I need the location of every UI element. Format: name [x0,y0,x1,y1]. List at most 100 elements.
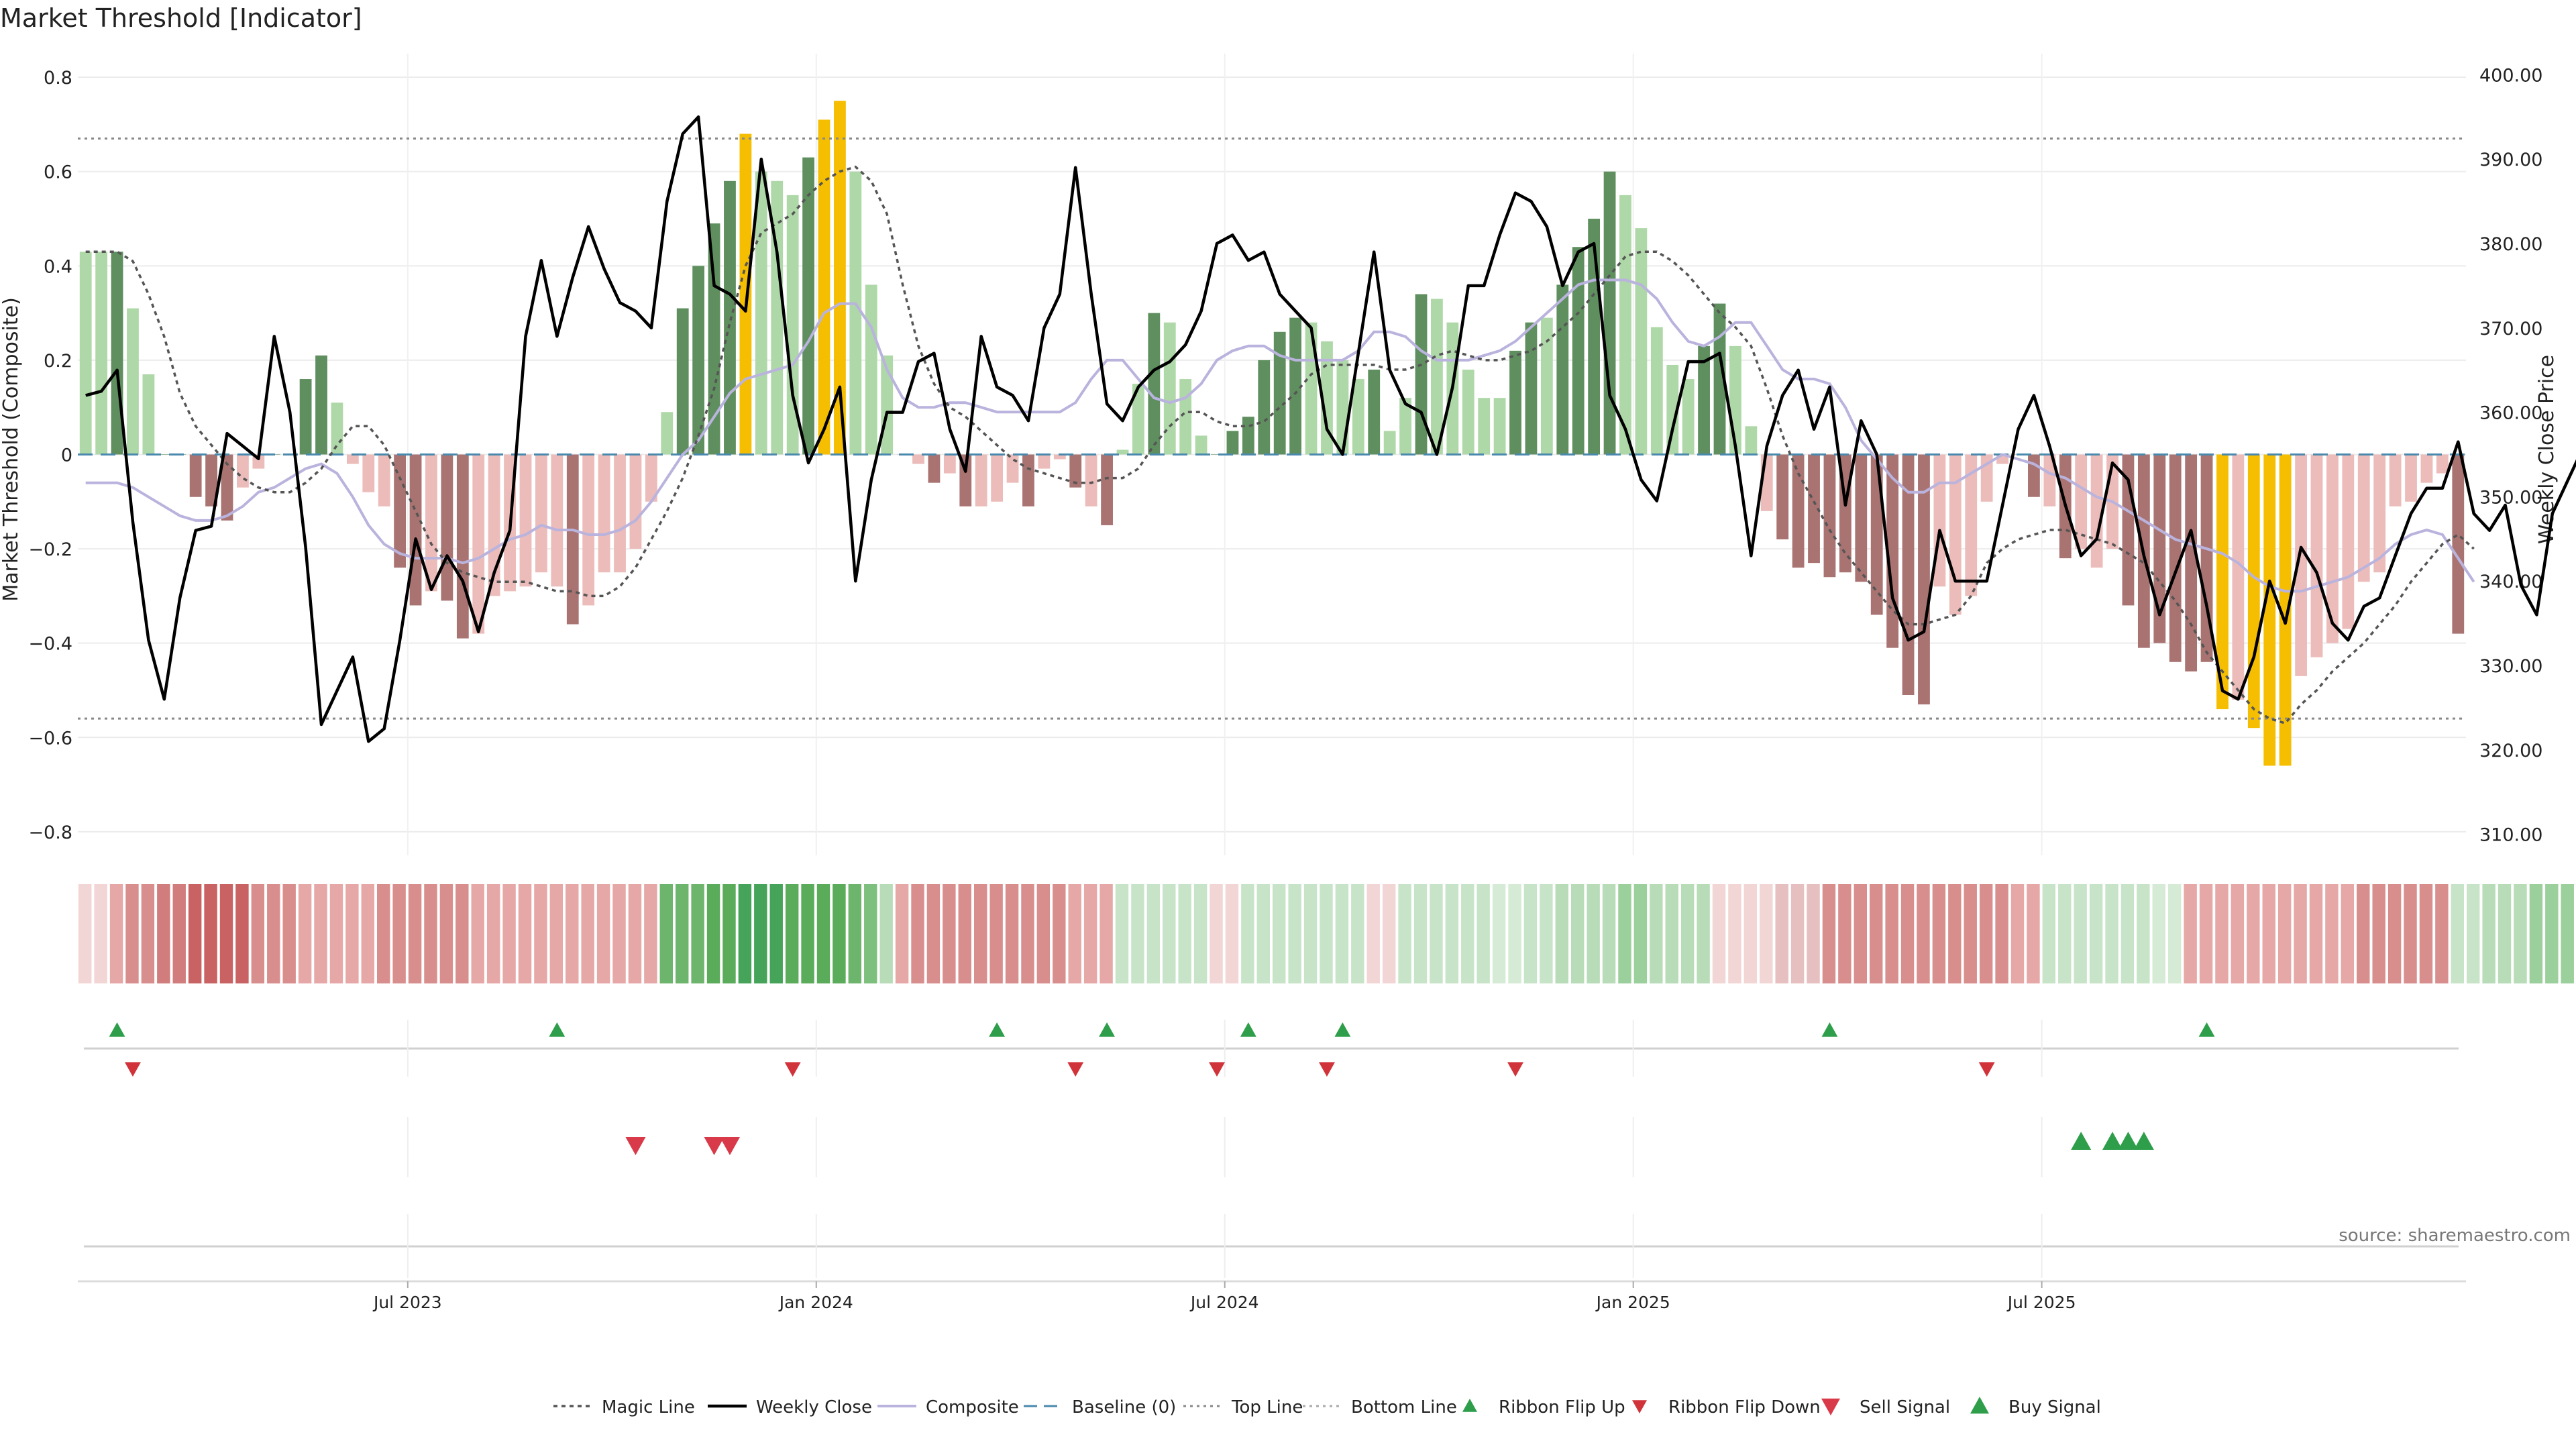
ribbon-cell [2042,884,2056,983]
chart-title: Market Threshold [Indicator] [0,3,362,33]
ribbon-cell [581,884,594,983]
ribbon-cell [676,884,689,983]
composite-bar [912,454,924,464]
y-right-tick-label: 350.00 [2479,487,2542,508]
ribbon-cell [848,884,862,983]
composite-bar [425,454,437,592]
composite-bar [205,454,217,506]
composite-bar [1399,398,1411,455]
ribbon-cell [94,884,107,983]
composite-bar [2028,454,2040,497]
composite-bar [1038,454,1051,469]
composite-bar [708,223,720,455]
ribbon-cell [1948,884,1962,983]
ribbon-flip-down-marker [1209,1062,1226,1077]
y-right-tick-label: 320.00 [2479,741,2542,761]
composite-bar [1886,454,1899,648]
composite-bar [95,252,108,455]
ribbon-cell [1083,884,1097,983]
ribbon-cell [989,884,1003,983]
y-left-tick-label: 0 [61,445,72,466]
ribbon-cell [1508,884,1521,983]
ribbon-cell [1335,884,1349,983]
ribbon-cell [628,884,642,983]
ribbon-cell [1790,884,1805,983]
composite-bar [645,454,657,502]
ribbon-cell [1743,884,1758,983]
ribbon-cell [1005,884,1019,983]
composite-bar [1305,322,1318,455]
ribbon-cell [2435,884,2449,983]
ribbon-cell [534,884,547,983]
composite-bar [1179,379,1192,455]
ribbon-cell [659,884,673,983]
ribbon-cell [1146,884,1161,983]
ribbon-cell [1633,884,1648,983]
ribbon-flip-up-marker [1099,1022,1116,1037]
composite-bar [237,454,249,488]
ribbon-cell [1932,884,1946,983]
ribbon-cell [157,884,170,983]
ribbon-cell [2372,884,2385,983]
y-right-tick-label: 370.00 [2479,319,2542,339]
ribbon-cell [1870,884,1883,983]
buy-signal-marker [2071,1132,2092,1150]
x-tick-label: Jul 2024 [1189,1293,1259,1312]
composite-bar [2263,454,2276,766]
y-left-tick-label: 0.8 [44,68,72,89]
legend-label: Baseline (0) [1072,1397,1176,1417]
ribbon-cell [2451,884,2464,983]
ribbon-cell [1256,884,1270,983]
composite-bar [142,374,155,455]
composite-bar [1603,171,1616,455]
ribbon-flip-up-marker [109,1022,125,1037]
composite-bar [1682,379,1695,455]
ribbon-cell [1445,884,1459,983]
ribbon-cell [1351,884,1364,983]
y-right-tick-label: 340.00 [2479,572,2542,592]
ribbon-cell [549,884,564,983]
ribbon-cell [2247,884,2260,983]
magic-line [85,165,2475,725]
composite-bar [928,454,941,483]
ribbon-cell [141,884,155,983]
ribbon-cell [2105,884,2118,983]
ribbon-cell [188,884,202,983]
ribbon-cell [1068,884,1081,983]
ribbon-cell [2010,884,2025,983]
y-right-tick-label: 310.00 [2479,825,2542,846]
ribbon-cell [2121,884,2135,983]
ribbon-cell [691,884,704,983]
ribbon-cell [314,884,327,983]
composite-bar [2342,454,2355,629]
ribbon-cell [2277,884,2292,983]
composite-bar [849,171,862,455]
ribbon-cell [2152,884,2165,983]
ribbon-cell [1775,884,1788,983]
composite-bar [676,308,689,455]
ribbon-cell [1241,884,1254,983]
composite-bar [2232,454,2245,700]
composite-bar [1132,384,1144,455]
composite-bar [79,252,92,455]
composite-bar [1289,317,1302,455]
composite-bar [614,454,626,573]
ribbon-cell [1021,884,1034,983]
composite-bar [1540,317,1553,455]
legend-label: Magic Line [602,1397,695,1417]
composite-bar [519,454,532,587]
composite-bar [1619,195,1631,455]
composite-bar [362,454,375,492]
composite-bar [221,454,233,521]
composite-bar [1572,247,1585,455]
sell-signal-marker [719,1137,740,1155]
composite-bar [692,266,705,455]
composite-bar [1478,398,1491,455]
weekly-close-line [85,115,2576,743]
legend-label: Buy Signal [2008,1397,2101,1417]
composite-bar [1713,303,1726,455]
composite-bar [1635,228,1648,455]
ribbon-cell [1225,884,1239,983]
composite-bar [1321,341,1333,455]
ribbon-cell [282,884,296,983]
